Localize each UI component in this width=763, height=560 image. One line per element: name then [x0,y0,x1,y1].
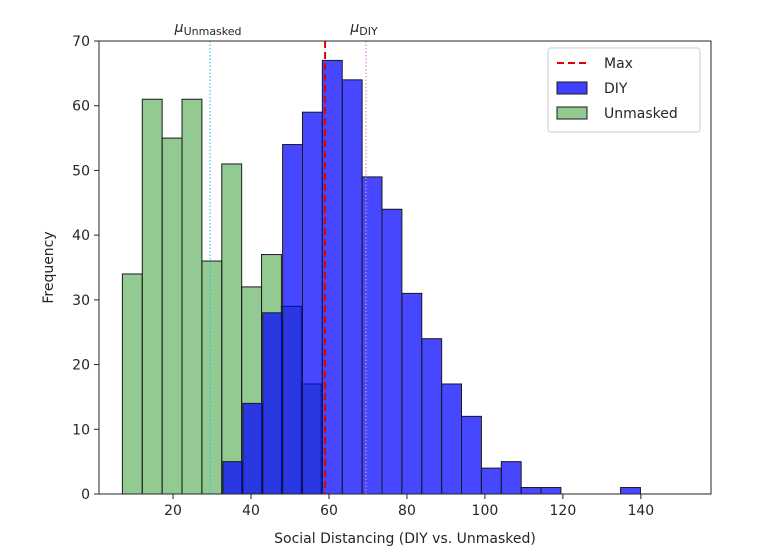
legend-label-max: Max [604,56,633,72]
diy-bar-20 [620,487,641,495]
diy-bar-11 [441,383,463,495]
y-axis-label: Frequency [41,231,57,303]
x-tick-label: 20 [164,503,182,519]
y-tick-label: 30 [72,293,90,309]
legend: Max DIY Unmasked [547,47,701,133]
diy-bar-7 [361,176,383,495]
diy-bar-0 [222,461,244,495]
diy-bar-4 [301,111,323,495]
unmasked-bar-0 [121,273,143,495]
y-tick-label: 70 [72,34,90,50]
mu-subscript: DIY [359,25,378,38]
y-tick-label: 50 [72,163,90,179]
mu-symbol: μ [349,20,359,36]
diy-bar-6 [341,79,363,495]
mu-annotation-unmasked: μUnmasked [174,20,242,38]
unmasked-bar-4 [201,260,223,495]
reference-lines [209,41,367,494]
mean-annotations: μUnmasked μDIY [174,20,378,38]
y-tick-label: 40 [72,228,90,244]
y-tick-label: 10 [72,422,90,438]
x-tick-label: 60 [320,503,338,519]
legend-diy-swatch [556,81,588,95]
diy-bar-15 [520,487,542,495]
y-tick-label: 20 [72,358,90,374]
diy-bar-8 [381,208,403,495]
mu-annotation-diy: μDIY [349,20,378,38]
x-axis-ticks: 20 40 60 80 100 120 140 [164,494,654,519]
y-tick-label: 0 [81,487,90,503]
y-tick-label: 60 [72,99,90,115]
diy-bar-10 [421,338,443,495]
plot-frame [98,40,712,495]
diy-bar-9 [401,292,423,495]
mu-symbol: μ [174,20,184,36]
x-tick-label: 140 [627,503,654,519]
x-tick-label: 100 [472,503,499,519]
diy-bar-2 [262,312,284,495]
diy-bar-14 [500,461,522,495]
diy-bar-12 [461,415,482,495]
x-tick-label: 80 [398,503,416,519]
legend-label-unmasked: Unmasked [604,106,678,122]
x-axis-label: Social Distancing (DIY vs. Unmasked) [274,531,536,547]
diy-bar-1 [242,402,264,495]
diy-bar-13 [480,467,502,495]
mu-subscript: Unmasked [184,25,242,38]
x-tick-label: 40 [242,503,260,519]
x-tick-label: 120 [550,503,577,519]
unmasked-bar-1 [141,98,163,495]
diy-bar-16 [540,487,562,495]
unmasked-bar-3 [181,98,203,495]
diy-bar-3 [282,144,303,495]
y-axis-ticks: 0 10 20 30 40 50 60 70 [72,34,99,503]
legend-label-diy: DIY [604,81,628,97]
unmasked-bar-5 [221,163,243,495]
unmasked-bar-2 [161,137,183,495]
legend-unmasked-swatch [556,106,588,120]
